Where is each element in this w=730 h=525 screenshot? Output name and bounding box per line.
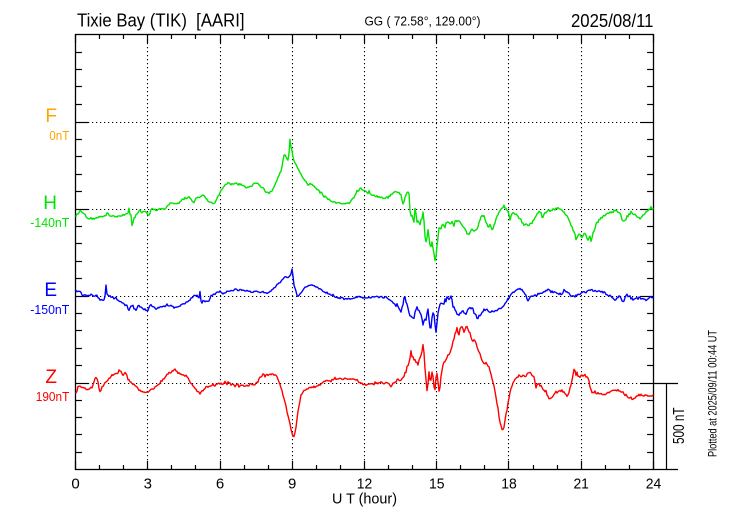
svg-text:F: F — [45, 106, 57, 127]
svg-text:500 nT: 500 nT — [671, 407, 688, 444]
svg-text:-140nT: -140nT — [30, 215, 69, 230]
svg-text:190nT: 190nT — [36, 389, 70, 404]
svg-text:6: 6 — [216, 476, 224, 493]
svg-text:21: 21 — [573, 476, 589, 493]
svg-text:0nT: 0nT — [49, 128, 69, 143]
svg-text:15: 15 — [429, 476, 445, 493]
svg-text:Tixie Bay (TIK) [AARI]: Tixie Bay (TIK) [AARI] — [77, 11, 245, 31]
svg-text:H: H — [43, 193, 57, 214]
svg-text:-150nT: -150nT — [30, 302, 69, 317]
svg-text:2025/08/11: 2025/08/11 — [571, 11, 654, 31]
svg-text:24: 24 — [646, 476, 662, 493]
svg-text:Plotted at 2025/09/11 00:44 UT: Plotted at 2025/09/11 00:44 UT — [706, 329, 720, 457]
svg-text:E: E — [44, 280, 57, 301]
svg-text:9: 9 — [288, 476, 296, 493]
svg-text:Z: Z — [45, 367, 57, 388]
svg-text:18: 18 — [501, 476, 517, 493]
svg-text:U T (hour): U T (hour) — [332, 491, 397, 508]
svg-text:3: 3 — [144, 476, 152, 493]
svg-text:12: 12 — [357, 476, 373, 493]
svg-text:GG ( 72.58°, 129.00°): GG ( 72.58°, 129.00°) — [365, 15, 481, 29]
svg-text:0: 0 — [71, 476, 79, 493]
